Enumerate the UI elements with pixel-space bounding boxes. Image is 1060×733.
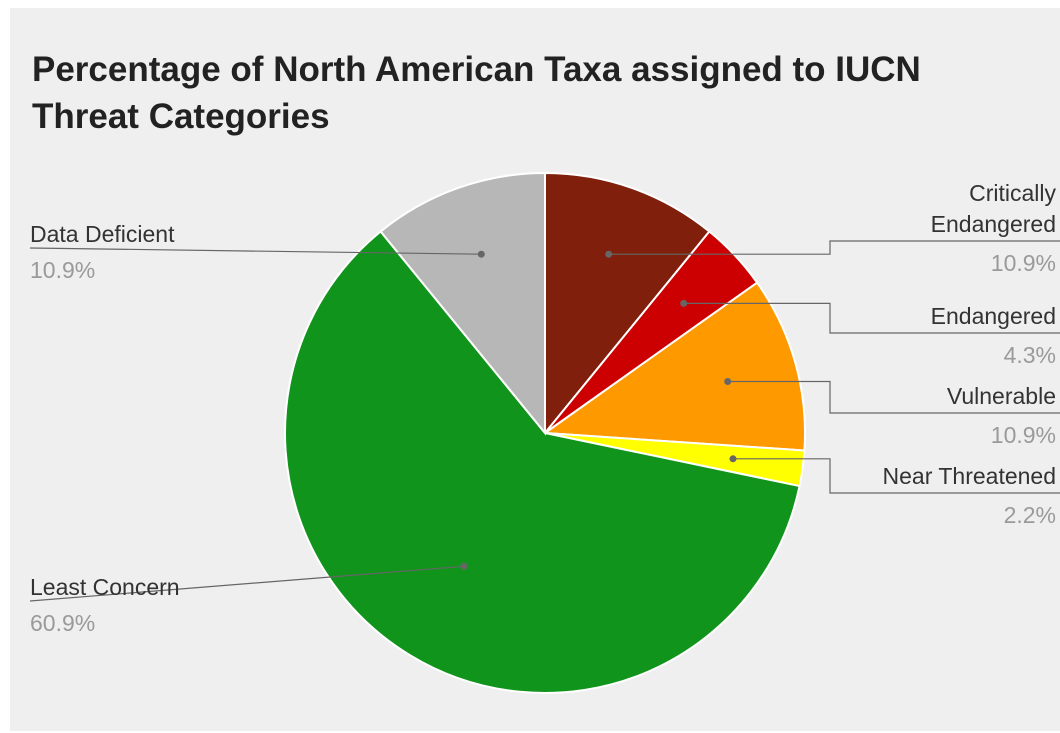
leader-line-endangered xyxy=(683,302,1060,334)
leader-dot-endangered xyxy=(680,299,688,307)
chart-title: Percentage of North American Taxa assign… xyxy=(32,50,921,136)
leader-line-least-concern xyxy=(29,565,465,602)
leader-line-near-threatened xyxy=(733,458,1060,494)
slice-value-critically-endangered: 10.9% xyxy=(991,250,1056,276)
pie-slice-data-deficient xyxy=(379,171,546,436)
slice-label-endangered: Endangered xyxy=(931,303,1056,329)
leader-dot-vulnerable xyxy=(724,378,732,385)
slice-label-critically-endangered: Endangered xyxy=(931,211,1056,237)
slice-value-near-threatened: 2.2% xyxy=(1004,502,1056,528)
slice-label-critically-endangered: Critically xyxy=(969,180,1056,206)
leader-line-vulnerable xyxy=(727,380,1060,414)
pie-labels: Critically Endangered 10.9% Endangered 4.3% V… xyxy=(29,180,1060,636)
pie-slice-critically-endangered xyxy=(544,171,711,436)
leader-line-critically-endangered xyxy=(608,240,1060,255)
slice-label-near-threatened: Near Threatened xyxy=(883,463,1056,489)
leader-dot-data-deficient xyxy=(477,250,485,258)
leader-dot-near-threatened xyxy=(729,455,737,463)
pie-slices xyxy=(284,171,806,694)
slice-value-vulnerable: 10.9% xyxy=(991,422,1056,448)
slice-label-data-deficient: Data Deficient xyxy=(30,221,175,247)
slice-label-least-concern: Least Concern xyxy=(30,574,180,600)
slice-value-data-deficient: 10.9% xyxy=(30,257,95,283)
leader-dot-least-concern xyxy=(460,562,468,570)
pie-slice-vulnerable xyxy=(542,281,806,452)
slice-value-least-concern: 60.9% xyxy=(30,610,95,636)
slice-value-endangered: 4.3% xyxy=(1004,342,1056,368)
leader-dot-critically-endangered xyxy=(605,250,613,258)
pie-slice-least-concern xyxy=(284,230,801,694)
leader-line-data-deficient xyxy=(29,247,482,255)
slice-label-vulnerable: Vulnerable xyxy=(947,383,1056,409)
